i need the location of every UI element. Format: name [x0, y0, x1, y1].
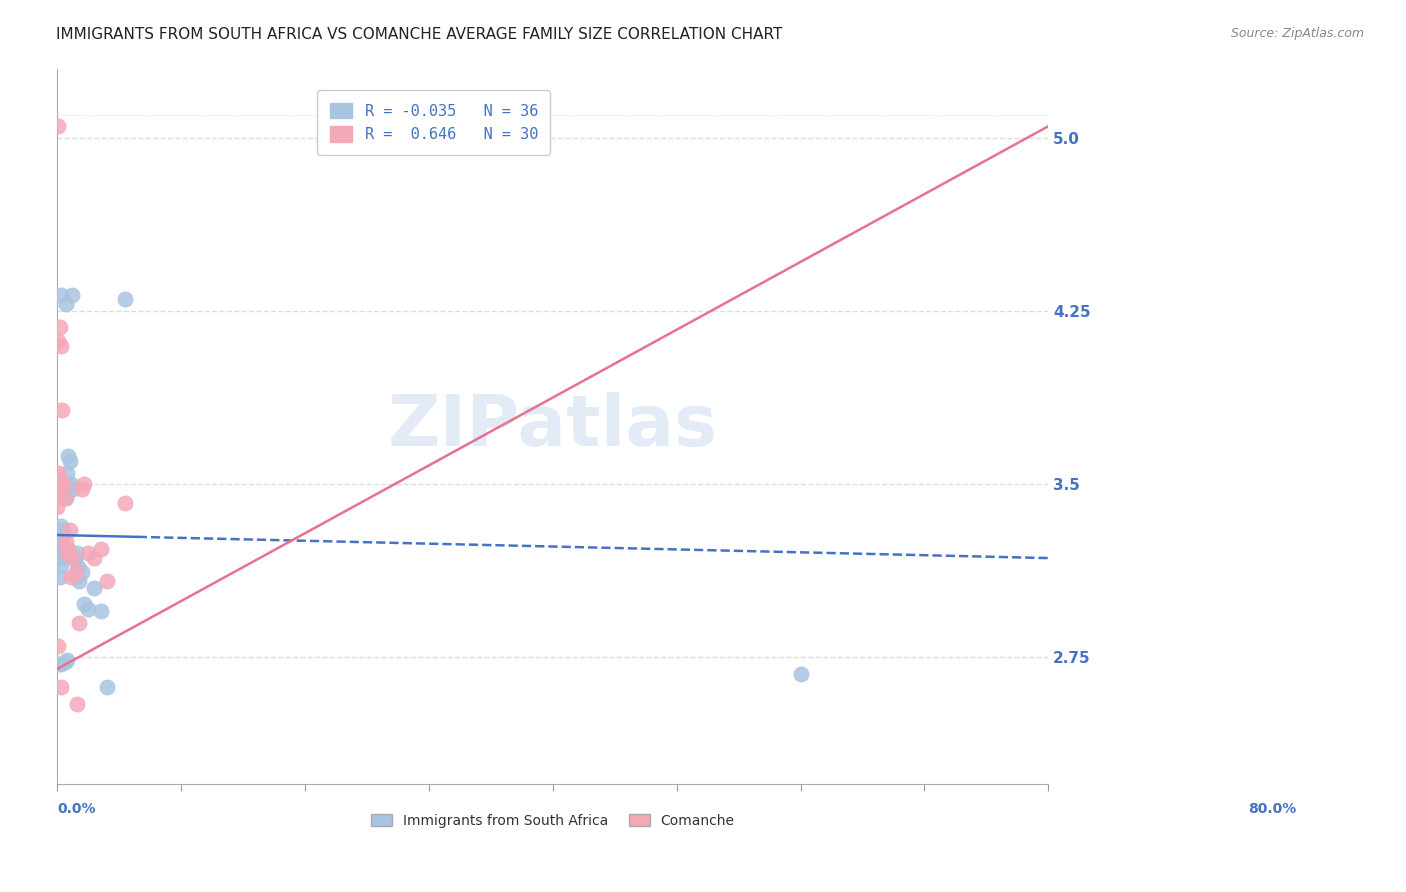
Point [70, 565, 93, 579]
Text: 80.0%: 80.0% [1247, 802, 1296, 816]
Point [77, 602, 100, 616]
Point [49, 482, 72, 496]
Point [96, 681, 118, 695]
Point [48, 120, 70, 134]
Point [60, 288, 83, 302]
Point [52, 524, 75, 538]
Point [58, 541, 80, 556]
Point [53, 541, 76, 556]
Point [48, 320, 70, 334]
Point [48, 537, 70, 551]
Point [49, 657, 72, 672]
Point [55, 491, 77, 505]
Point [69, 615, 91, 630]
Point [56, 653, 79, 667]
Point [70, 482, 93, 496]
Point [48, 639, 70, 653]
Point [77, 546, 100, 560]
Point [48, 473, 70, 487]
Point [48, 657, 70, 672]
Text: ZIPatlas: ZIPatlas [388, 392, 718, 461]
Point [48, 546, 70, 560]
Point [90, 541, 112, 556]
Point [83, 581, 105, 595]
Point [56, 546, 79, 560]
Point [789, 666, 811, 681]
Point [48, 482, 70, 496]
Point [56, 466, 79, 480]
Point [73, 477, 96, 491]
Point [48, 334, 70, 348]
Point [49, 288, 72, 302]
Text: IMMIGRANTS FROM SOUTH AFRICA VS COMANCHE AVERAGE FAMILY SIZE CORRELATION CHART: IMMIGRANTS FROM SOUTH AFRICA VS COMANCHE… [56, 27, 783, 42]
Text: Source: ZipAtlas.com: Source: ZipAtlas.com [1230, 27, 1364, 40]
Point [66, 697, 89, 711]
Point [96, 574, 118, 589]
Point [62, 482, 84, 496]
Point [66, 546, 89, 560]
Point [49, 558, 72, 572]
Point [114, 496, 136, 510]
Point [59, 477, 82, 491]
Point [53, 655, 76, 669]
Point [48, 569, 70, 583]
Point [55, 535, 77, 549]
Legend: Immigrants from South Africa, Comanche: Immigrants from South Africa, Comanche [364, 807, 741, 835]
Point [49, 681, 72, 695]
Point [55, 297, 77, 311]
Point [114, 293, 136, 307]
Point [48, 466, 70, 480]
Point [49, 338, 72, 352]
Point [67, 560, 90, 574]
Point [51, 530, 73, 544]
Point [58, 450, 80, 464]
Point [73, 597, 96, 611]
Point [49, 518, 72, 533]
Point [46, 491, 69, 505]
Point [46, 500, 69, 515]
Point [51, 403, 73, 417]
Text: 0.0%: 0.0% [58, 802, 96, 816]
Point [53, 491, 76, 505]
Point [65, 569, 87, 583]
Point [52, 477, 75, 491]
Point [63, 551, 86, 566]
Point [90, 604, 112, 618]
Point [83, 551, 105, 566]
Point [58, 454, 80, 468]
Point [59, 569, 82, 583]
Point [69, 574, 91, 589]
Point [51, 551, 73, 566]
Point [60, 551, 83, 566]
Point [65, 565, 87, 579]
Point [58, 524, 80, 538]
